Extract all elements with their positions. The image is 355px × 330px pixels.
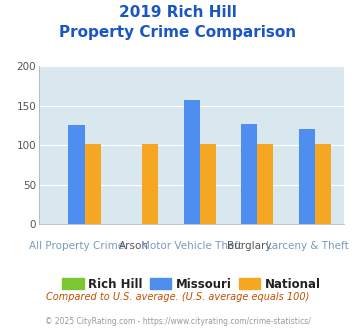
Bar: [142, 145, 158, 224]
Text: Motor Vehicle Theft: Motor Vehicle Theft: [141, 241, 242, 251]
Bar: [200, 145, 216, 224]
Text: All Property Crime: All Property Crime: [29, 241, 124, 251]
Bar: [184, 100, 200, 224]
Text: Compared to U.S. average. (U.S. average equals 100): Compared to U.S. average. (U.S. average …: [46, 292, 309, 302]
Text: 2019 Rich Hill: 2019 Rich Hill: [119, 5, 236, 20]
Text: Arson: Arson: [119, 241, 149, 251]
Bar: [257, 145, 273, 224]
Text: Larceny & Theft: Larceny & Theft: [266, 241, 348, 251]
Bar: [84, 145, 101, 224]
Bar: [69, 125, 84, 224]
Bar: [315, 145, 331, 224]
Legend: Rich Hill, Missouri, National: Rich Hill, Missouri, National: [62, 278, 321, 291]
Text: Property Crime Comparison: Property Crime Comparison: [59, 25, 296, 40]
Bar: [299, 129, 315, 224]
Text: Burglary: Burglary: [227, 241, 272, 251]
Text: © 2025 CityRating.com - https://www.cityrating.com/crime-statistics/: © 2025 CityRating.com - https://www.city…: [45, 317, 310, 326]
Bar: [241, 124, 257, 224]
